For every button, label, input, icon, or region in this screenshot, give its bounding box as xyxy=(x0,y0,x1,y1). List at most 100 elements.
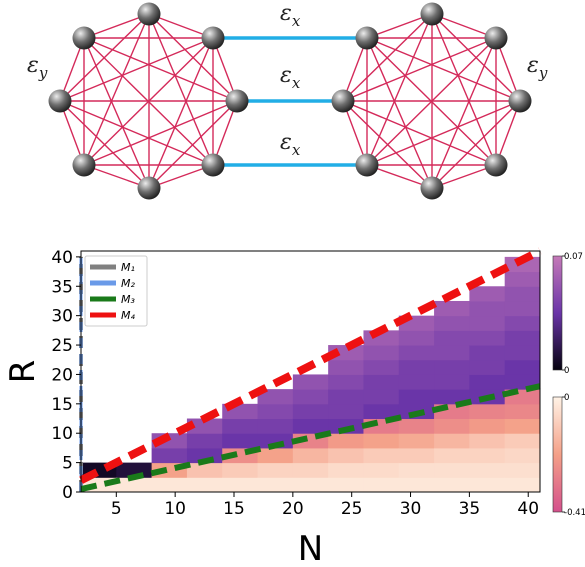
heatmap-cell xyxy=(505,419,541,434)
heatmap-cell xyxy=(469,345,505,360)
heatmap-cell xyxy=(152,448,188,463)
heatmap-cell xyxy=(293,389,329,404)
epsilon-label: εx xyxy=(280,130,301,159)
x-tick-label: 30 xyxy=(400,499,422,519)
heatmap-cell xyxy=(328,463,364,478)
heatmap-cell xyxy=(434,463,470,478)
heatmap-cell xyxy=(363,448,399,463)
heatmap-cell xyxy=(222,477,258,492)
heatmap-cell xyxy=(363,374,399,389)
heatmap-cell xyxy=(399,448,435,463)
heatmap-cell xyxy=(328,374,364,389)
heatmap-cell xyxy=(399,389,435,404)
y-tick-label: 5 xyxy=(62,454,73,474)
x-tick-label: 20 xyxy=(282,499,304,519)
heatmap-cell xyxy=(152,477,188,492)
node xyxy=(202,154,225,177)
heatmap-cell xyxy=(293,419,329,434)
node xyxy=(138,3,161,26)
y-tick-label: 0 xyxy=(62,483,73,503)
node xyxy=(356,27,379,50)
heatmap-cell xyxy=(399,433,435,448)
heatmap-cell xyxy=(328,448,364,463)
symbol: ε xyxy=(280,63,292,88)
epsilon-label: εy xyxy=(27,53,48,82)
subscript: y xyxy=(38,64,48,82)
heatmap-cell xyxy=(469,360,505,375)
heatmap-cell xyxy=(434,477,470,492)
heatmap-cell xyxy=(505,330,541,345)
heatmap-cell xyxy=(469,477,505,492)
heatmap-cell xyxy=(434,360,470,375)
x-tick-label: 10 xyxy=(164,499,186,519)
heatmap-cell xyxy=(469,463,505,478)
heatmap-cell xyxy=(222,463,258,478)
legend-label: M₄ xyxy=(121,309,135,322)
heatmap-cell xyxy=(328,477,364,492)
heatmap-cell xyxy=(293,463,329,478)
heatmap-cell xyxy=(469,404,505,419)
subscript: y xyxy=(538,64,548,82)
heatmap-cell xyxy=(363,463,399,478)
node xyxy=(421,3,444,26)
heatmap-cell xyxy=(434,419,470,434)
x-tick-label: 35 xyxy=(459,499,481,519)
heatmap-cell xyxy=(505,345,541,360)
heatmap-cell xyxy=(469,301,505,316)
symbol: ε xyxy=(280,1,292,26)
colorbar xyxy=(553,397,562,512)
x-tick-label: 15 xyxy=(223,499,245,519)
y-tick-label: 35 xyxy=(51,277,73,297)
node xyxy=(509,90,532,113)
heatmap-cell xyxy=(399,330,435,345)
x-tick-label: 5 xyxy=(111,499,122,519)
heatmap-cell xyxy=(222,433,258,448)
heatmap-cell xyxy=(399,345,435,360)
heatmap-cell xyxy=(258,477,294,492)
heatmap-cell xyxy=(363,433,399,448)
node xyxy=(485,27,508,50)
epsilon-label: εy xyxy=(527,53,548,82)
heatmap-cell xyxy=(505,301,541,316)
heatmap-cell xyxy=(469,374,505,389)
heatmap-cell xyxy=(399,360,435,375)
heatmap-cell xyxy=(505,360,541,375)
heatmap-cell xyxy=(505,286,541,301)
heatmap-cell xyxy=(505,272,541,287)
x-tick-label: 40 xyxy=(517,499,539,519)
symbol: ε xyxy=(527,53,539,78)
heatmap-cell xyxy=(258,463,294,478)
colorbar-tick-label: 0 xyxy=(564,366,569,376)
y-axis-label: R xyxy=(3,360,43,384)
heatmap-cell xyxy=(434,316,470,331)
heatmap-cell xyxy=(434,433,470,448)
heatmap-cell xyxy=(434,374,470,389)
node xyxy=(202,27,225,50)
heatmap-cell xyxy=(293,477,329,492)
colorbar-tick-label: 0 xyxy=(564,393,569,403)
node xyxy=(138,177,161,200)
node xyxy=(332,90,355,113)
y-tick-label: 25 xyxy=(51,336,73,356)
heatmap-cell xyxy=(399,463,435,478)
node xyxy=(485,154,508,177)
node xyxy=(73,27,96,50)
subscript: x xyxy=(292,74,301,92)
colorbar-tick-label: 0.07 xyxy=(564,252,583,262)
heatmap-cell xyxy=(363,389,399,404)
heatmap-cell xyxy=(469,433,505,448)
heatmap-cell xyxy=(399,419,435,434)
heatmap-cell xyxy=(399,477,435,492)
symbol: ε xyxy=(280,130,292,155)
epsilon-label: εx xyxy=(280,63,301,92)
y-tick-label: 10 xyxy=(51,424,73,444)
epsilon-label: εx xyxy=(280,1,301,30)
legend-label: M₃ xyxy=(121,293,135,306)
heatmap-cell xyxy=(363,477,399,492)
heatmap-cell xyxy=(505,463,541,478)
node xyxy=(73,154,96,177)
colorbar-tick-label: -0.41 xyxy=(564,508,585,518)
y-tick-label: 20 xyxy=(51,365,73,385)
